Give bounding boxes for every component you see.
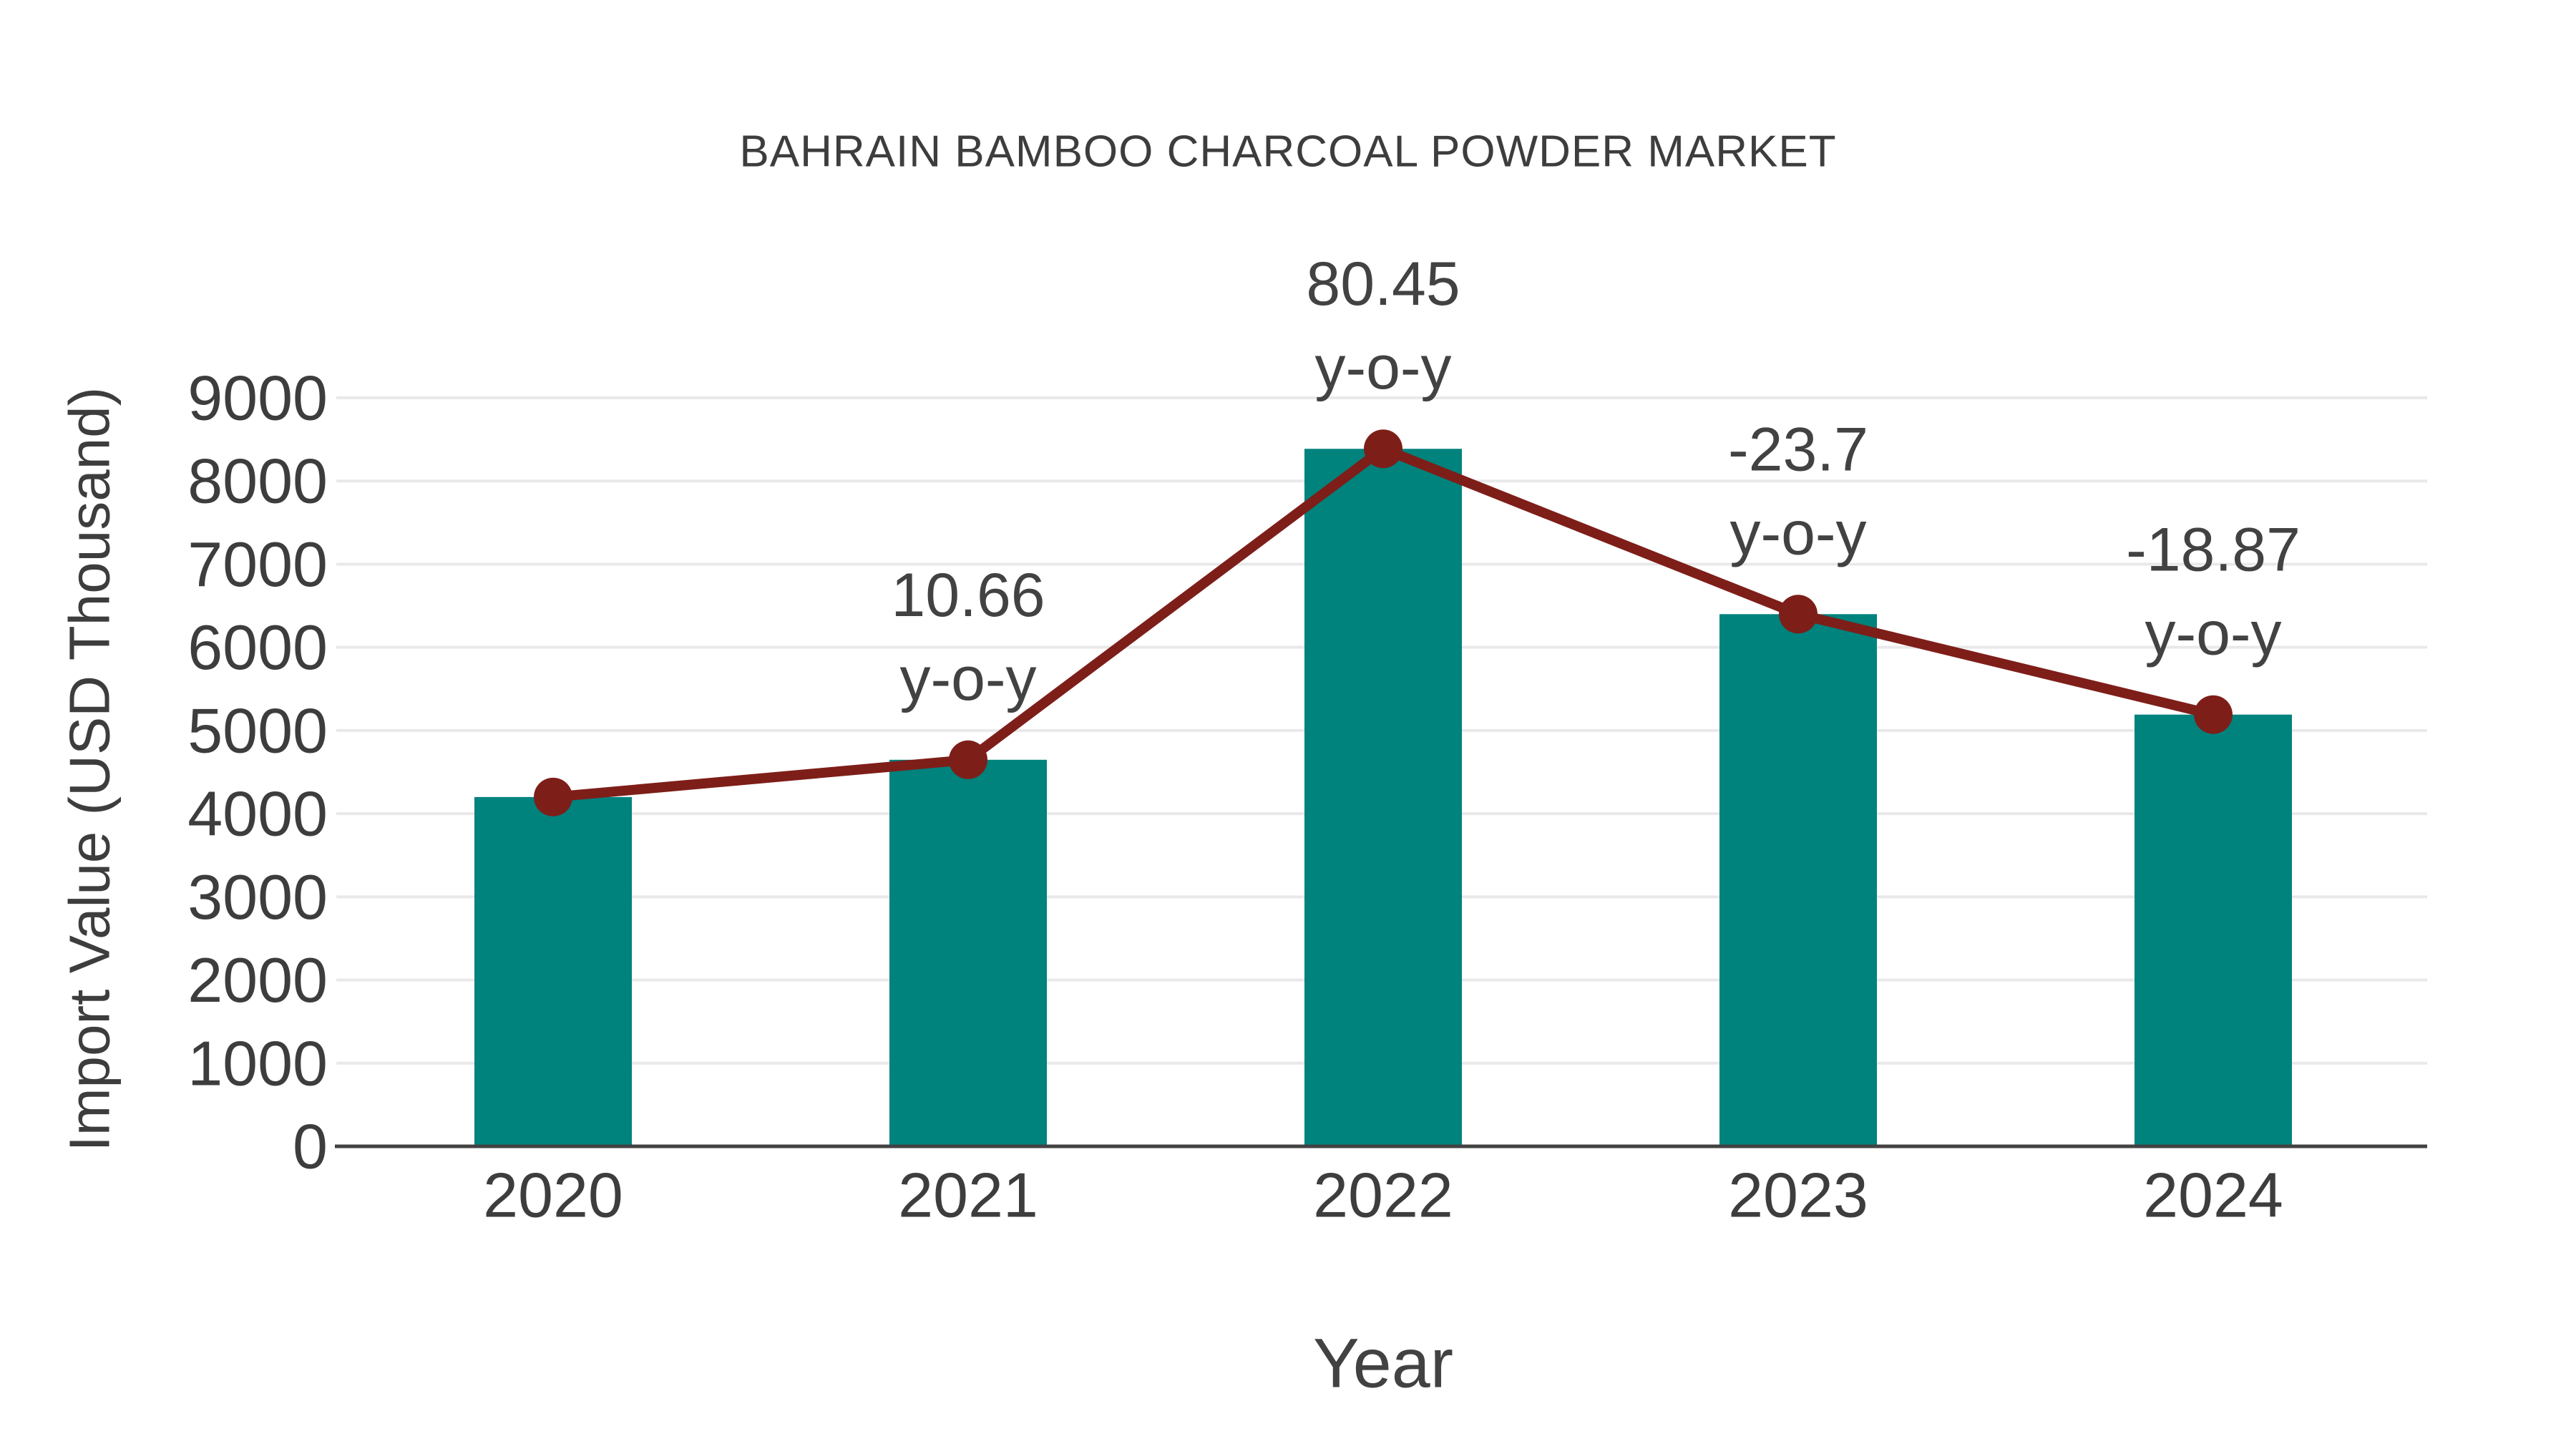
data-point-marker: [1779, 595, 1818, 634]
annotation-value: -23.7: [1728, 415, 1868, 484]
data-point-marker: [1364, 429, 1402, 469]
chart-title: BAHRAIN BAMBOO CHARCOAL POWDER MARKET: [739, 127, 1836, 177]
bar: [889, 759, 1047, 1146]
x-tick-label: 2021: [898, 1160, 1038, 1231]
line-markers-group: [534, 429, 2233, 816]
annotations-group: 10.66 y-o-y 80.45 y-o-y -23.7 y-o-y -18.87 y-o-…: [891, 250, 2301, 713]
y-axis-title: Import Value (USD Thousand): [58, 387, 122, 1152]
x-tick-label: 2023: [1728, 1160, 1868, 1231]
bar: [1304, 449, 1462, 1146]
y-tick-label: 4000: [187, 779, 328, 849]
y-tick-label: 6000: [187, 612, 328, 683]
y-tick-label: 0: [293, 1111, 328, 1182]
annotation-suffix: y-o-y: [1729, 499, 1866, 567]
annotation-value: 80.45: [1306, 250, 1460, 318]
x-tick-labels-group: 2020 2021 2022 2023 2024: [483, 1160, 2283, 1231]
x-tick-label: 2020: [483, 1160, 623, 1231]
y-tick-labels-group: 0 1000 2000 3000 4000 5000 6000 7000 8000 9000: [187, 363, 328, 1182]
x-tick-label: 2022: [1313, 1160, 1453, 1231]
x-tick-label: 2024: [2143, 1160, 2283, 1231]
y-tick-label: 5000: [187, 695, 328, 766]
annotation-value: 10.66: [891, 561, 1045, 630]
bar: [474, 796, 632, 1146]
y-tick-label: 8000: [187, 446, 328, 517]
bars-group: [474, 449, 2292, 1146]
y-tick-label: 1000: [187, 1028, 328, 1098]
bar: [2135, 714, 2292, 1146]
x-axis-title: Year: [1313, 1324, 1453, 1402]
bar: [1719, 614, 1877, 1146]
annotation-suffix: y-o-y: [2145, 600, 2281, 668]
data-point-marker: [949, 740, 987, 779]
annotation-suffix: y-o-y: [899, 645, 1036, 713]
y-tick-label: 7000: [187, 529, 328, 600]
data-point-marker: [534, 777, 572, 816]
annotation-value: -18.87: [2126, 516, 2301, 585]
y-tick-label: 3000: [187, 862, 328, 932]
y-tick-label: 9000: [187, 363, 328, 434]
annotation-suffix: y-o-y: [1314, 333, 1451, 402]
y-tick-label: 2000: [187, 945, 328, 1015]
data-point-marker: [2194, 695, 2233, 734]
